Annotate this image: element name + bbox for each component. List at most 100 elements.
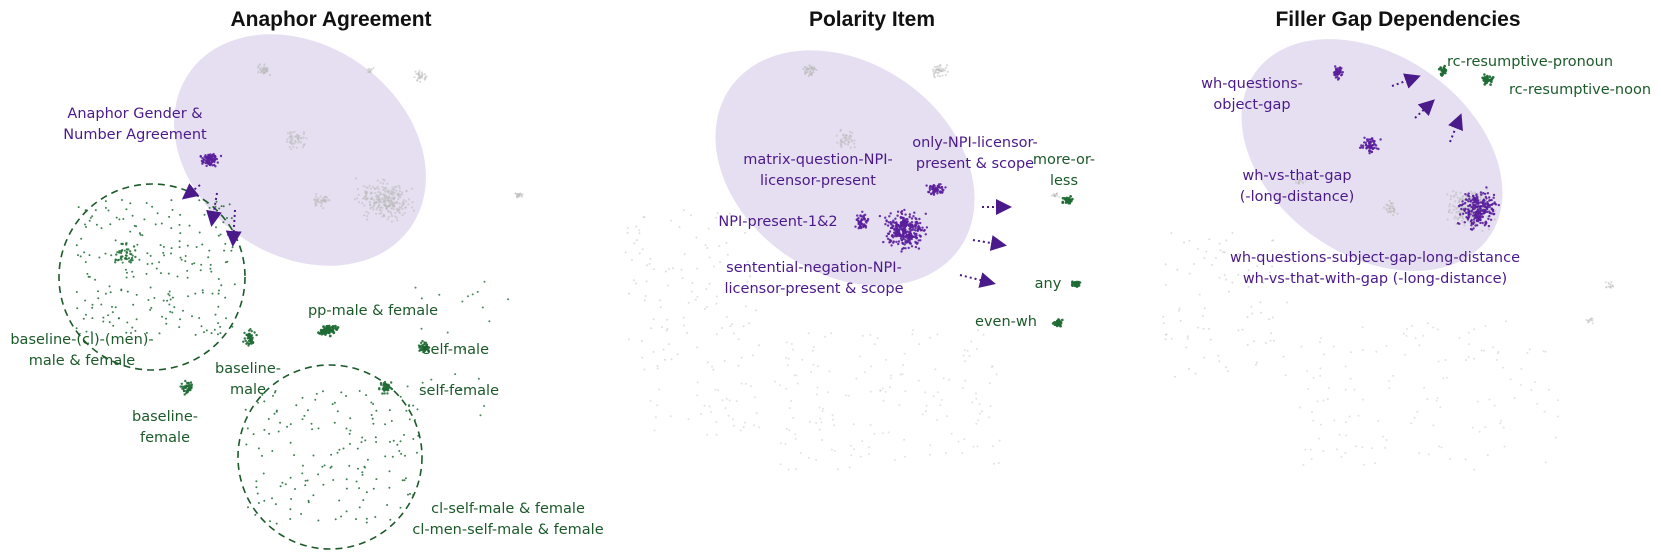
point xyxy=(785,387,788,390)
point xyxy=(100,227,103,230)
point xyxy=(919,239,922,242)
point xyxy=(150,306,153,309)
point xyxy=(348,432,351,435)
point xyxy=(206,201,209,204)
point xyxy=(324,333,327,336)
point xyxy=(211,157,214,160)
point xyxy=(205,164,208,168)
point xyxy=(916,222,920,225)
point xyxy=(1432,424,1435,427)
point xyxy=(1363,141,1366,144)
point xyxy=(844,134,848,137)
point xyxy=(419,80,422,83)
point xyxy=(366,191,369,194)
point xyxy=(1489,203,1492,207)
point xyxy=(201,157,204,160)
point xyxy=(908,237,912,241)
point xyxy=(1360,144,1363,147)
point xyxy=(1502,366,1504,369)
green-scatter-baseline xyxy=(75,199,236,336)
point xyxy=(208,249,211,252)
point xyxy=(1337,72,1340,75)
point xyxy=(289,134,293,137)
point xyxy=(246,427,249,430)
point xyxy=(725,316,728,319)
point xyxy=(1336,75,1339,79)
point xyxy=(1333,71,1337,74)
point xyxy=(129,230,132,233)
purple-cluster-object-gap xyxy=(1332,65,1345,81)
point xyxy=(389,518,392,521)
point xyxy=(815,68,818,72)
point xyxy=(162,245,165,248)
point xyxy=(372,67,375,70)
point xyxy=(818,406,821,409)
point xyxy=(414,70,417,73)
point xyxy=(1055,322,1059,325)
point xyxy=(120,249,123,253)
point xyxy=(97,297,100,300)
point xyxy=(1186,337,1189,340)
point xyxy=(300,141,303,144)
point xyxy=(1225,366,1227,369)
point xyxy=(128,250,132,253)
point xyxy=(216,161,219,164)
point xyxy=(98,256,101,259)
point xyxy=(85,226,87,228)
point xyxy=(167,272,170,275)
point xyxy=(1288,258,1291,261)
point xyxy=(1068,196,1071,200)
point xyxy=(937,71,941,74)
point xyxy=(249,338,252,341)
point xyxy=(415,451,418,454)
point xyxy=(295,146,298,149)
point xyxy=(80,237,83,240)
point xyxy=(903,352,906,355)
point xyxy=(1410,324,1413,327)
point xyxy=(353,198,356,201)
point xyxy=(898,404,901,406)
point xyxy=(1304,179,1307,182)
point xyxy=(1504,320,1507,323)
point xyxy=(717,389,720,392)
point xyxy=(131,254,134,257)
point xyxy=(966,349,969,352)
point xyxy=(1335,73,1338,76)
point xyxy=(1327,387,1330,389)
point xyxy=(399,395,402,398)
point xyxy=(1486,204,1489,207)
point xyxy=(989,382,992,385)
point xyxy=(520,195,523,198)
point xyxy=(1473,191,1477,194)
point xyxy=(941,191,944,194)
point xyxy=(678,226,681,229)
point xyxy=(1473,204,1476,207)
point xyxy=(1076,282,1080,285)
point xyxy=(897,229,901,232)
point xyxy=(345,427,348,430)
point xyxy=(1611,284,1614,287)
point xyxy=(1218,242,1221,245)
point xyxy=(794,468,797,471)
point xyxy=(1484,223,1487,226)
point xyxy=(379,206,382,210)
point xyxy=(349,442,351,445)
point xyxy=(385,196,388,199)
point xyxy=(801,358,804,361)
point xyxy=(788,429,791,432)
point xyxy=(1366,139,1369,143)
point xyxy=(291,131,294,134)
point xyxy=(1473,213,1477,217)
point xyxy=(404,206,407,209)
point xyxy=(198,199,201,202)
point xyxy=(264,71,267,74)
point xyxy=(1488,79,1491,82)
point xyxy=(1077,284,1081,287)
point xyxy=(291,139,294,142)
point xyxy=(787,468,790,471)
point xyxy=(414,286,417,289)
point xyxy=(320,332,324,336)
point xyxy=(1071,280,1074,284)
point xyxy=(641,340,643,343)
point xyxy=(1223,274,1226,276)
